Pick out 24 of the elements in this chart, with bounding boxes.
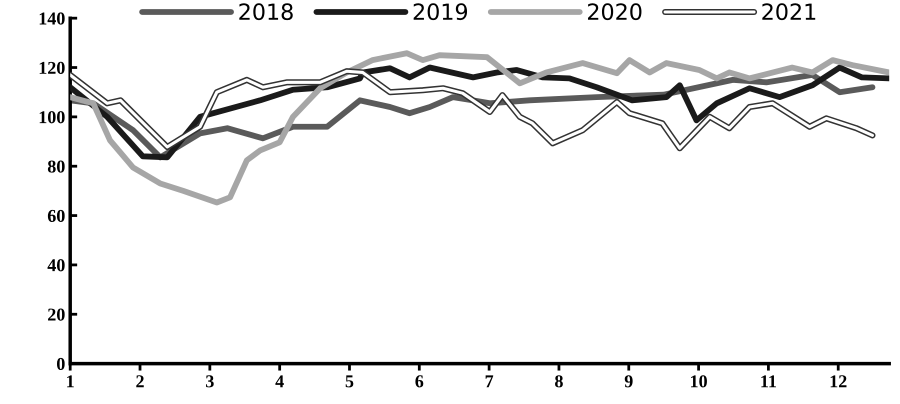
x-tick-label: 10 [691,375,707,388]
x-tick-label: 4 [275,375,284,388]
legend-label: 2019 [414,3,468,20]
x-tick-label: 7 [486,375,494,388]
y-tick-label: 100 [40,111,65,124]
y-tick-label: 120 [40,62,65,74]
x-tick-label: 6 [415,375,424,388]
legend-label: 2020 [588,3,642,20]
y-tick-label: 0 [57,358,65,370]
x-tick-label: 9 [624,375,633,388]
x-tick-label: 1 [67,375,74,388]
y-tick-label: 140 [40,12,65,25]
x-tick-label: 8 [555,375,563,388]
y-tick-label: 60 [48,210,65,222]
x-tick-label: 3 [206,375,214,388]
x-tick-label: 11 [761,375,776,388]
y-tick-label: 80 [48,160,65,173]
x-tick-label: 5 [346,375,354,388]
x-tick-label: 2 [136,375,144,388]
y-tick-label: 20 [48,308,65,321]
legend-label: 2018 [239,3,293,20]
x-tick-label: 12 [830,375,846,388]
y-tick-label: 40 [48,259,65,272]
legend-label: 2021 [762,3,816,20]
